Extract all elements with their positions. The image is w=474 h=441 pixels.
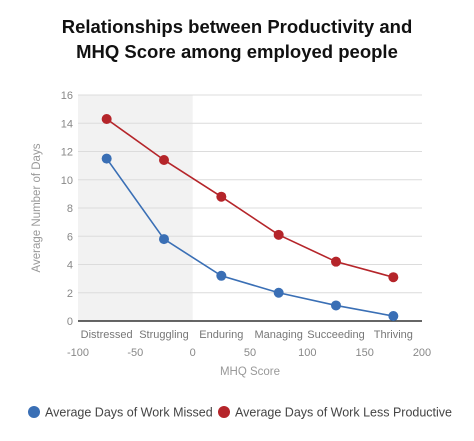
- data-point: [273, 287, 284, 298]
- y-tick-label: 16: [61, 90, 73, 102]
- category-label: Struggling: [139, 329, 189, 341]
- data-point: [273, 229, 284, 240]
- x-tick-label: -100: [67, 347, 89, 359]
- x-tick-label: 50: [244, 347, 256, 359]
- y-tick-label: 12: [61, 147, 73, 159]
- legend-label: Average Days of Work Missed: [45, 406, 213, 420]
- category-label: Managing: [255, 329, 303, 341]
- legend-label: Average Days of Work Less Productive: [235, 406, 452, 420]
- data-point: [159, 154, 169, 165]
- x-tick-label: 150: [355, 347, 373, 359]
- y-tick-label: 6: [67, 231, 73, 243]
- data-point: [331, 256, 341, 267]
- data-point: [159, 234, 169, 245]
- y-tick-label: 14: [61, 118, 73, 130]
- y-tick-label: 8: [67, 203, 73, 215]
- y-tick-label: 4: [67, 260, 73, 272]
- data-point: [101, 153, 112, 164]
- data-point: [101, 114, 112, 125]
- series-line: [106, 158, 394, 317]
- data-point: [331, 300, 341, 311]
- data-point: [388, 311, 399, 322]
- chart-title: Relationships between Productivity and M…: [0, 14, 474, 64]
- category-label: Distressed: [81, 329, 133, 341]
- chart-title-line-2: MHQ Score among employed people: [76, 41, 398, 62]
- y-tick-label: 10: [61, 175, 73, 187]
- category-label: Enduring: [199, 329, 243, 341]
- y-tick-label: 2: [67, 288, 73, 300]
- x-tick-label: 200: [413, 347, 431, 359]
- x-axis-title: MHQ Score: [220, 366, 280, 378]
- data-point: [216, 270, 227, 281]
- chart-title-line-1: Relationships between Productivity and: [61, 16, 413, 37]
- data-point: [388, 272, 399, 283]
- y-tick-label: 0: [67, 316, 73, 328]
- legend-marker: [218, 406, 230, 418]
- y-axis-title: Average Number of Days: [31, 143, 43, 272]
- x-tick-label: 0: [190, 347, 196, 359]
- x-tick-label: -50: [127, 347, 143, 359]
- series-line: [106, 118, 394, 278]
- legend-marker: [28, 406, 40, 418]
- category-label: Succeeding: [307, 329, 365, 341]
- x-tick-label: 100: [298, 347, 316, 359]
- data-point: [216, 191, 227, 202]
- category-label: Thriving: [374, 329, 413, 341]
